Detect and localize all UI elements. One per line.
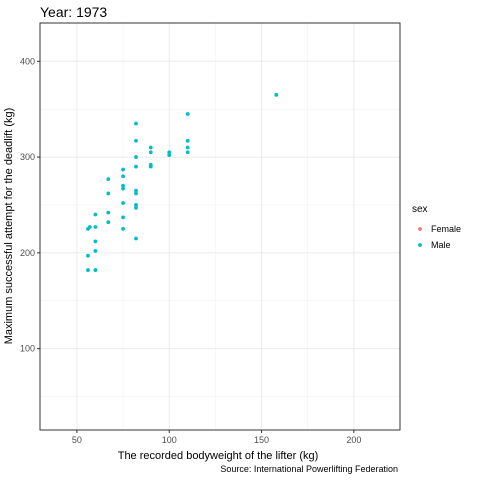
data-point-male [134, 139, 138, 143]
data-point-male [274, 93, 278, 97]
x-tick-label: 50 [72, 435, 82, 445]
data-point-male [106, 177, 110, 181]
data-point-male [121, 184, 125, 188]
data-point-male [186, 112, 190, 116]
data-point-male [167, 150, 171, 154]
data-point-male [93, 213, 97, 217]
y-axis-ticks: 100 200 300 400 [20, 56, 40, 353]
data-point-male [186, 146, 190, 150]
data-point-male [93, 268, 97, 272]
legend-title: sex [412, 204, 428, 215]
data-point-male [121, 216, 125, 220]
data-point-male [106, 211, 110, 215]
x-axis-title: The recorded bodyweight of the lifter (k… [118, 450, 319, 462]
y-tick-label: 200 [20, 248, 35, 258]
legend-swatch-female [418, 227, 422, 231]
legend-swatch-male [418, 243, 422, 247]
x-tick-label: 200 [346, 435, 361, 445]
source-caption: Source: International Powerlifting Feder… [220, 464, 398, 474]
legend-label-male: Male [431, 240, 451, 250]
data-point-male [86, 268, 90, 272]
y-tick-label: 100 [20, 344, 35, 354]
data-point-male [186, 150, 190, 154]
data-point-male [121, 168, 125, 172]
y-tick-label: 400 [20, 56, 35, 66]
data-point-male [121, 174, 125, 178]
y-axis-title: Maximum successful attempt for the deadl… [3, 108, 15, 345]
data-point-male [93, 239, 97, 243]
legend-label-female: Female [431, 224, 461, 234]
x-tick-label: 100 [162, 435, 177, 445]
data-point-male [121, 201, 125, 205]
x-axis-ticks: 50 100 150 200 [72, 430, 361, 445]
chart-title: Year: 1973 [40, 4, 107, 20]
y-tick-label: 300 [20, 152, 35, 162]
x-tick-label: 150 [254, 435, 269, 445]
data-point-male [134, 165, 138, 169]
data-point-male [88, 225, 92, 229]
data-point-male [149, 146, 153, 150]
data-point-male [93, 225, 97, 229]
data-point-male [134, 122, 138, 126]
data-point-male [149, 163, 153, 167]
data-point-male [93, 249, 97, 253]
data-point-male [134, 189, 138, 193]
legend: sex Female Male [412, 204, 461, 252]
data-point-male [121, 227, 125, 231]
data-point-male [86, 254, 90, 258]
data-point-male [134, 203, 138, 207]
data-point-male [134, 155, 138, 159]
data-point-male [134, 237, 138, 241]
data-point-male [149, 150, 153, 154]
data-point-male [106, 192, 110, 196]
data-point-male [106, 220, 110, 224]
data-point-male [186, 139, 190, 143]
